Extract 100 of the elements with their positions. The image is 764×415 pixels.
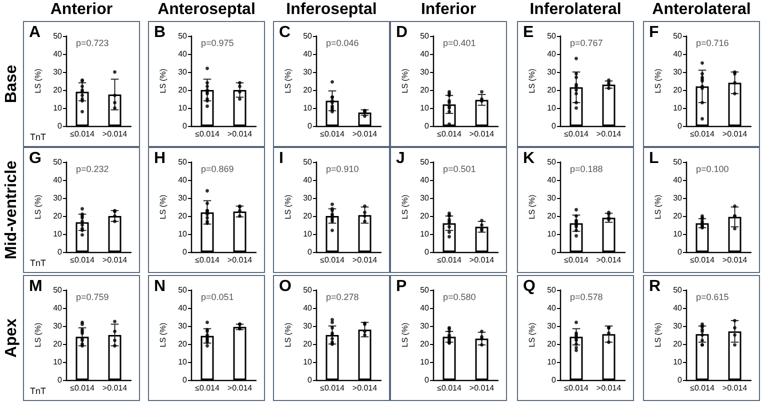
y-tick-label: 50 <box>673 32 683 40</box>
y-tick-label: 30 <box>53 68 63 76</box>
annotation: p=0.046 <box>326 38 359 48</box>
y-tick-label: 0 <box>308 248 313 256</box>
annotation: p=0.767 <box>570 38 603 48</box>
y-tick-label: 20 <box>673 86 683 94</box>
chart-title: Inferolateral <box>528 1 622 19</box>
y-tick-label: 50 <box>303 158 313 166</box>
y-tick-label: 10 <box>178 358 188 366</box>
y-tick-label: 30 <box>420 322 430 330</box>
y-tick-label: 40 <box>53 304 63 312</box>
y-axis-title: LS (%) <box>34 68 43 94</box>
y-tick-label: 50 <box>420 158 430 166</box>
y-tick-label: 50 <box>420 32 430 40</box>
annotation: p=0.051 <box>201 292 234 302</box>
y-tick-label: 50 <box>673 158 683 166</box>
y-tick-label: 20 <box>420 212 430 220</box>
y-tick-label: 30 <box>53 322 63 330</box>
y-tick-label: 0 <box>678 376 683 384</box>
y-axis-title: LS (%) <box>284 68 293 94</box>
x-tick-label: >0.014 <box>227 130 253 138</box>
x-tick-label: >0.014 <box>227 256 253 264</box>
text: D <box>396 24 408 42</box>
x-axis-title: TnT <box>30 132 46 142</box>
y-tick-label: 0 <box>182 122 188 130</box>
y-tick-label: 30 <box>178 194 188 202</box>
y-tick-label: 40 <box>53 176 63 184</box>
y-tick-label: 0 <box>552 122 557 130</box>
annotation: p=0.232 <box>76 164 109 174</box>
annotation: p=0.100 <box>696 164 729 174</box>
y-tick-label: 50 <box>547 32 557 40</box>
text: Mid-ventricle <box>3 160 21 260</box>
annotation: p=0.869 <box>201 164 234 174</box>
text: K <box>523 150 535 168</box>
x-tick-label: ≤0.014 <box>564 130 589 138</box>
y-tick-label: 20 <box>178 212 188 220</box>
y-tick-label: 30 <box>303 68 313 76</box>
y-tick-label: 30 <box>303 322 313 330</box>
y-tick-label: 50 <box>303 32 313 40</box>
x-axis-title: TnT <box>30 258 46 268</box>
y-axis-title: LS (%) <box>400 322 410 348</box>
text: Q <box>523 278 536 296</box>
y-tick-label: 10 <box>53 358 63 366</box>
y-tick-label: 0 <box>308 122 313 130</box>
y-tick-label: 10 <box>53 104 63 112</box>
y-tick-label: 40 <box>303 176 313 184</box>
y-tick-label: 0 <box>58 248 63 256</box>
text: F <box>649 24 659 42</box>
y-tick-label: 30 <box>673 322 683 330</box>
y-tick-label: 30 <box>178 322 188 330</box>
y-tick-label: 40 <box>420 176 430 184</box>
y-tick-label: 10 <box>420 104 430 112</box>
x-tick-label: ≤0.014 <box>70 130 95 138</box>
x-tick-label: ≤0.014 <box>690 130 715 138</box>
y-tick-label: 0 <box>424 122 430 130</box>
y-tick-label: 40 <box>673 304 683 312</box>
x-tick-label: >0.014 <box>722 130 748 138</box>
y-tick-label: 30 <box>673 68 683 76</box>
y-axis-title: LS (%) <box>528 194 537 220</box>
y-axis-title: LS (%) <box>34 194 43 220</box>
x-tick-label: >0.014 <box>352 130 378 138</box>
y-tick-label: 20 <box>53 212 63 220</box>
chart-title: Anterolateral <box>651 1 752 19</box>
text: H <box>154 150 166 168</box>
y-tick-label: 10 <box>178 104 188 112</box>
y-axis-title: LS (%) <box>158 68 168 94</box>
text: B <box>154 24 166 42</box>
x-tick-label: ≤0.014 <box>320 256 345 264</box>
x-tick-label: ≤0.014 <box>320 130 345 138</box>
y-tick-label: 0 <box>552 376 557 384</box>
x-tick-label: ≤0.014 <box>195 256 220 264</box>
chart-title: Inferior <box>420 1 478 19</box>
x-tick-label: ≤0.014 <box>564 256 589 264</box>
y-tick-label: 0 <box>182 248 188 256</box>
y-tick-label: 30 <box>673 194 683 202</box>
y-tick-label: 0 <box>678 248 683 256</box>
y-tick-label: 30 <box>303 194 313 202</box>
y-tick-label: 0 <box>424 376 430 384</box>
y-tick-label: 10 <box>303 230 313 238</box>
x-tick-label: >0.014 <box>227 384 253 392</box>
y-tick-label: 30 <box>420 194 430 202</box>
y-axis-title: LS (%) <box>654 68 663 94</box>
x-tick-label: ≤0.014 <box>195 384 220 392</box>
y-tick-label: 40 <box>178 176 188 184</box>
y-tick-label: 40 <box>547 176 557 184</box>
annotation: p=0.501 <box>443 164 476 174</box>
y-tick-label: 50 <box>547 286 557 294</box>
text: O <box>279 278 292 296</box>
text: E <box>523 24 534 42</box>
text: M <box>29 278 42 296</box>
x-tick-label: >0.014 <box>469 384 495 392</box>
y-tick-label: 20 <box>547 212 557 220</box>
y-tick-label: 10 <box>420 358 430 366</box>
y-tick-label: 10 <box>547 104 557 112</box>
x-tick-label: ≤0.014 <box>437 130 462 138</box>
y-tick-label: 10 <box>547 358 557 366</box>
y-tick-label: 10 <box>303 358 313 366</box>
y-tick-label: 10 <box>303 104 313 112</box>
y-tick-label: 0 <box>424 248 430 256</box>
y-tick-label: 50 <box>547 158 557 166</box>
